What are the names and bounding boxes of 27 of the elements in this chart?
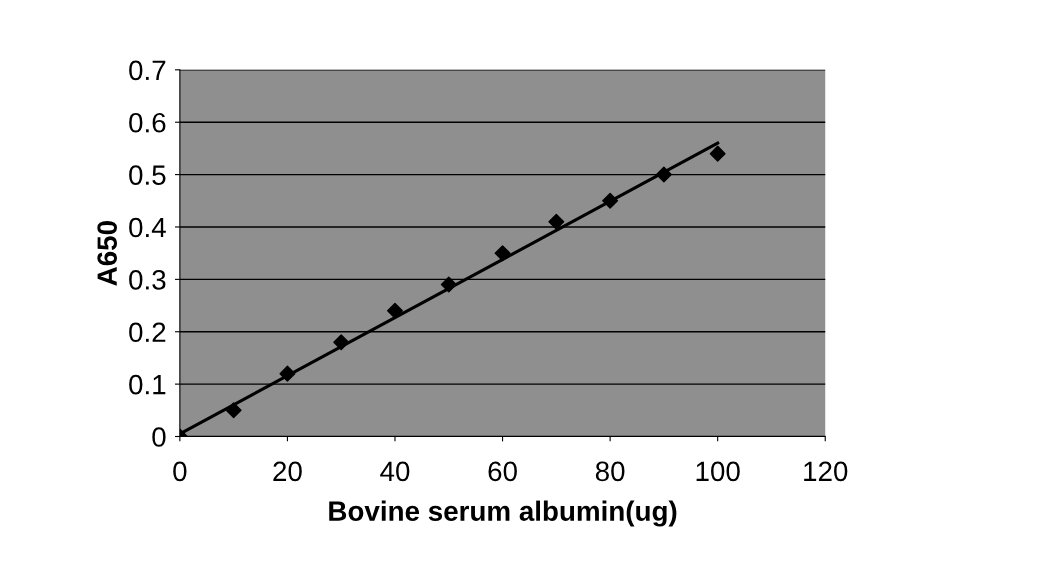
point (709, 145, 726, 162)
point (333, 334, 350, 351)
point (655, 166, 672, 183)
y-tick-label: 0 (152, 427, 166, 447)
point (279, 365, 296, 382)
y-tick-label: 0.4 (129, 217, 166, 238)
y-tick-label: 0.1 (129, 374, 166, 395)
x-tick-label: 20 (273, 461, 302, 482)
x-tick-label: 100 (696, 461, 740, 482)
y-tick-label: 0.3 (129, 270, 166, 290)
x-tick-label: 60 (488, 461, 517, 482)
point (440, 276, 457, 293)
y-axis-title: A650 (97, 221, 118, 286)
point (494, 245, 511, 262)
x-tick-label: 80 (595, 461, 625, 482)
point (548, 213, 565, 230)
y-tick-label: 0.2 (129, 322, 166, 343)
point (387, 302, 403, 319)
x-axis-title: Bovine serum albumin(ug) (329, 500, 677, 527)
point (225, 402, 242, 419)
x-tick-label: 120 (804, 461, 848, 482)
x-tick-label: 0 (173, 461, 187, 482)
point (602, 192, 619, 209)
y-tick-label: 0.6 (129, 112, 166, 133)
x-tick-label: 40 (380, 461, 410, 482)
y-tick-label: 0.7 (129, 60, 166, 81)
y-tick-label: 0.5 (129, 165, 166, 185)
